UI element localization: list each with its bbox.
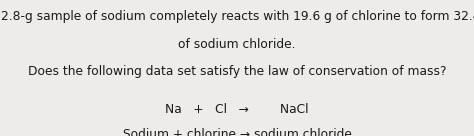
Text: of sodium chloride.: of sodium chloride. <box>178 38 296 51</box>
Text: A 12.8-g sample of sodium completely reacts with 19.6 g of chlorine to form 32.4: A 12.8-g sample of sodium completely rea… <box>0 10 474 23</box>
Text: Na   +   Cl   →        NaCl: Na + Cl → NaCl <box>165 103 309 116</box>
Text: Sodium + chlorine → sodium chloride: Sodium + chlorine → sodium chloride <box>123 128 351 136</box>
Text: Does the following data set satisfy the law of conservation of mass?: Does the following data set satisfy the … <box>28 65 446 78</box>
